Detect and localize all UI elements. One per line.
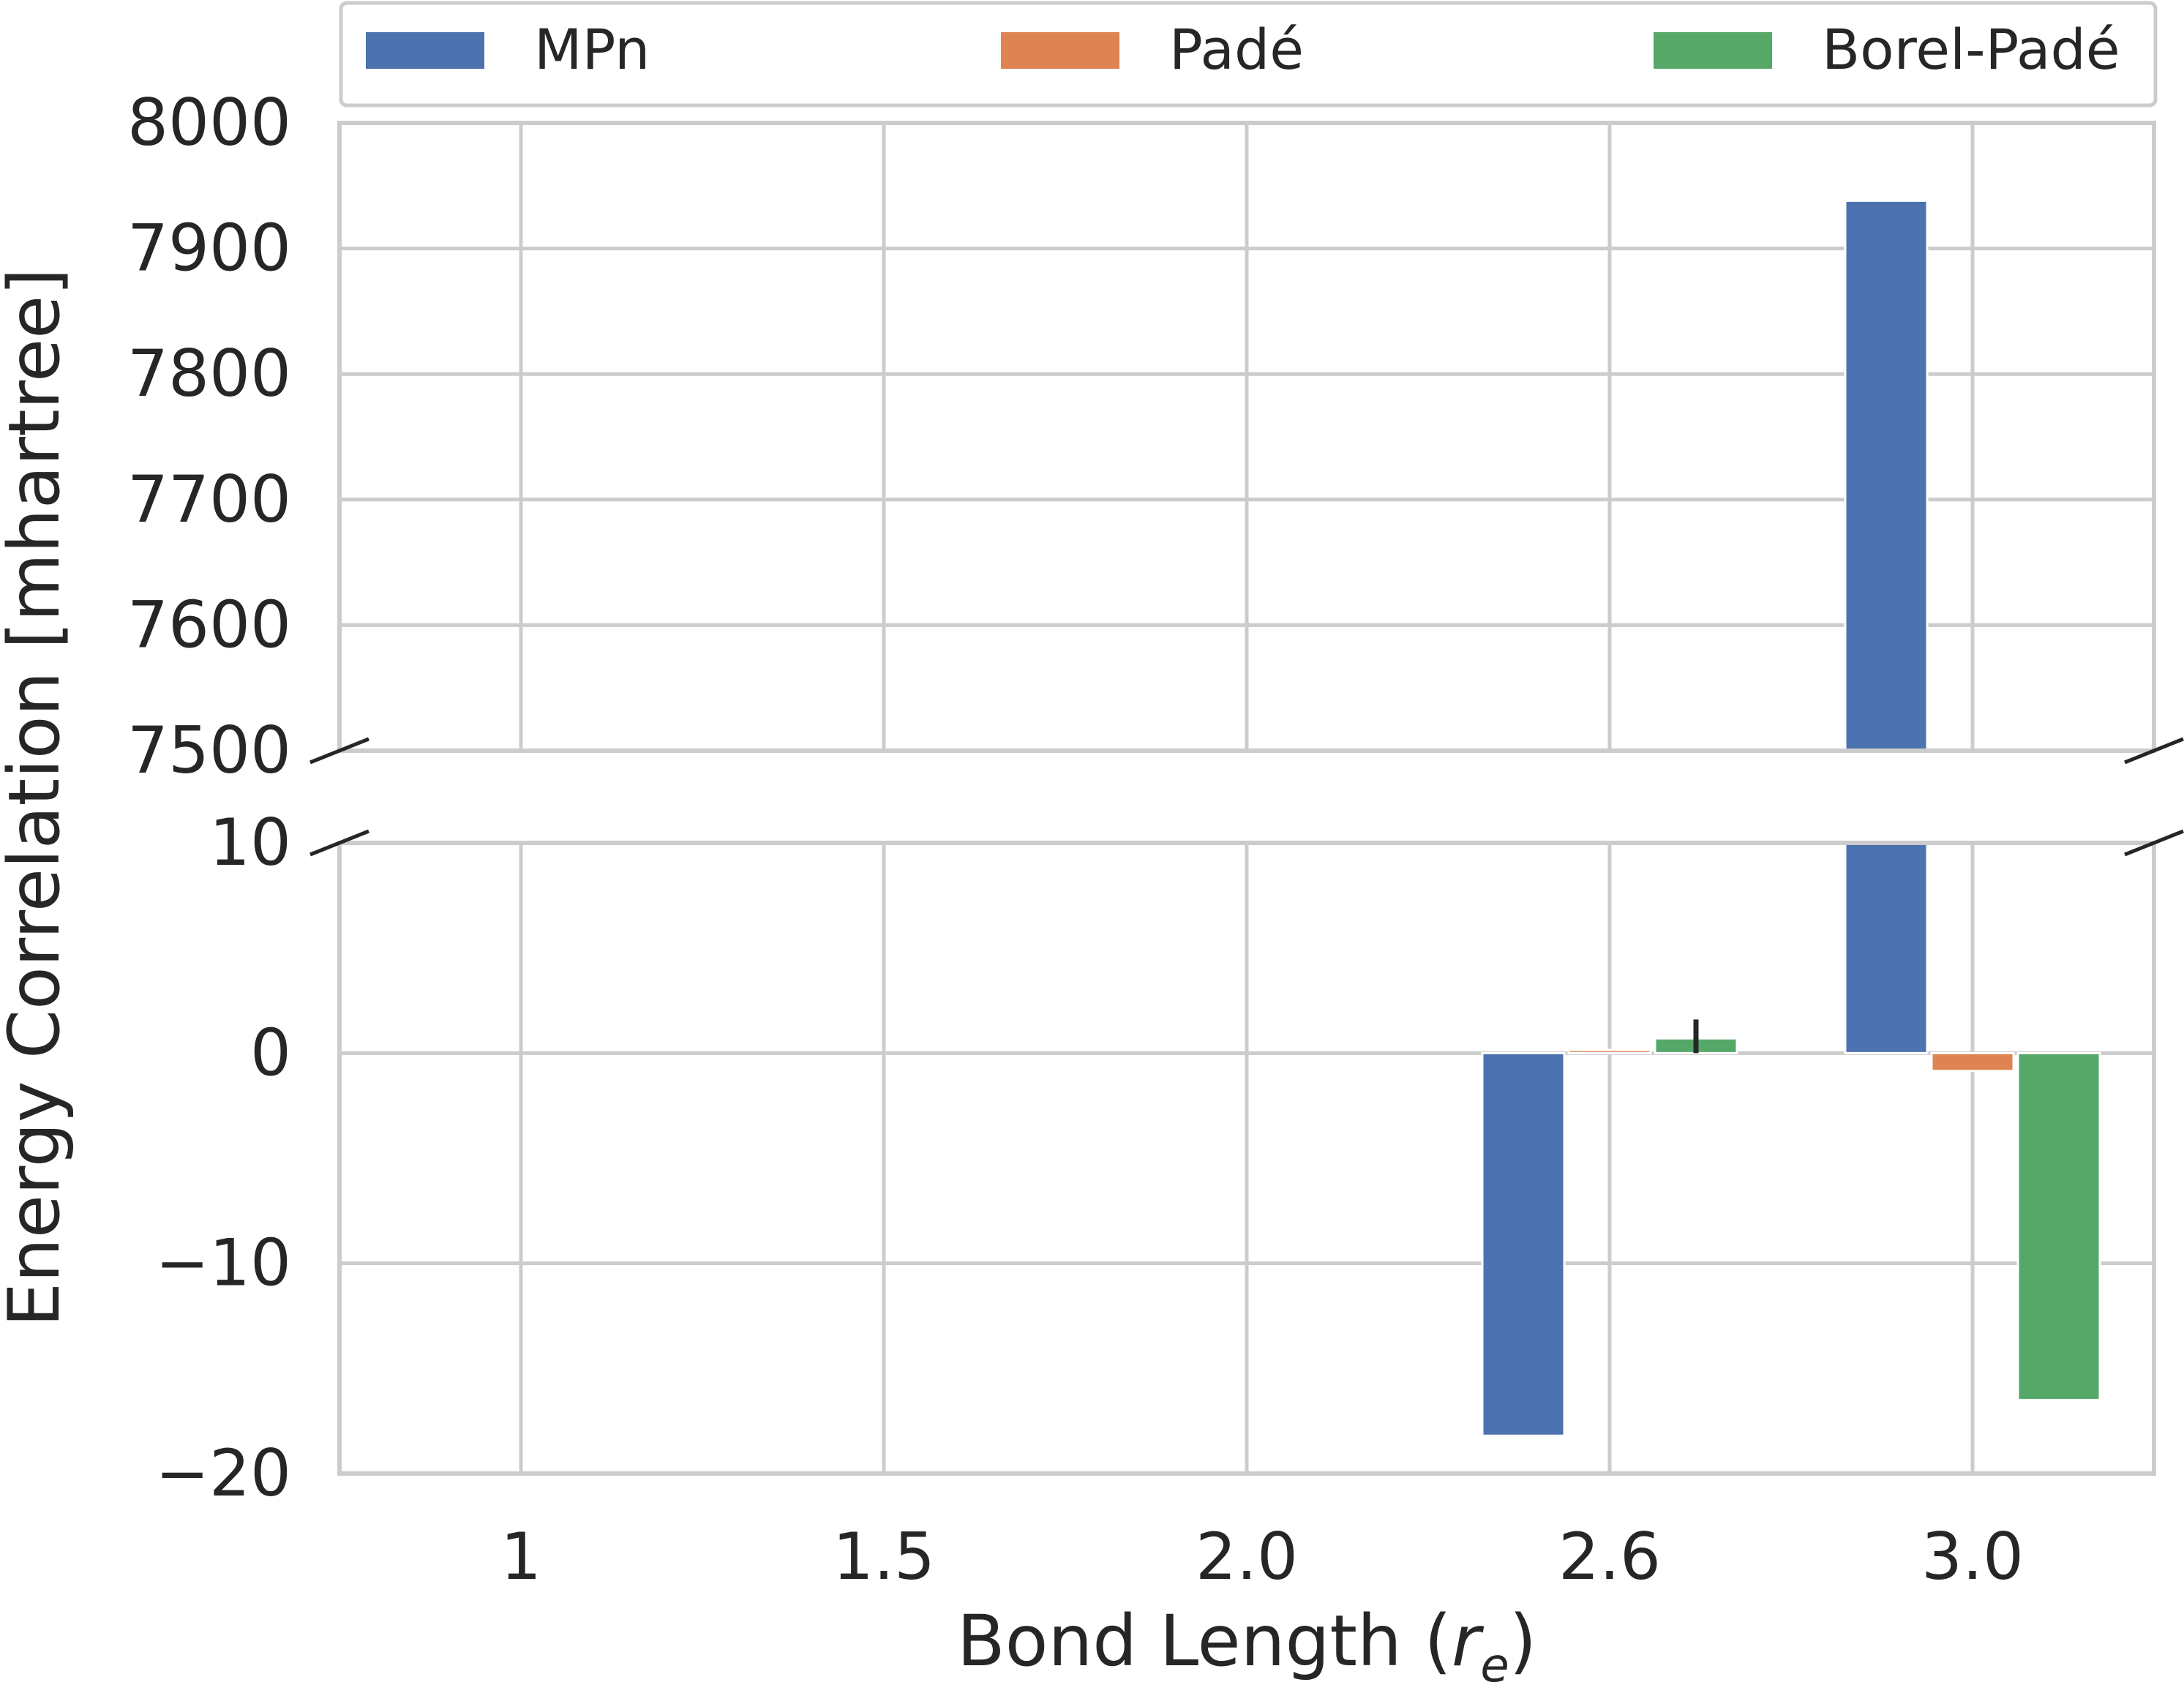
- legend-label-mpn: MPn: [534, 17, 650, 82]
- x-tick-2-0: 2.0: [1196, 1519, 1298, 1594]
- break-mark-upper-right: [2124, 737, 2184, 765]
- lower-y-tick-2: 0: [250, 1015, 291, 1090]
- x-axis-label: Bond Length (re): [957, 1600, 1536, 1685]
- upper-y-tick-7600: 7600: [127, 587, 291, 662]
- lower-panel: −20 −10 0 10: [155, 805, 2156, 1511]
- upper-y-tick-7700: 7700: [127, 462, 291, 537]
- break-mark-upper-left: [309, 737, 369, 765]
- upper-panel-frame: [337, 121, 2156, 753]
- legend: MPn Padé Borel-Padé: [339, 1, 2158, 108]
- legend-label-borel-pade: Borel-Padé: [1822, 17, 2120, 82]
- bar-mpn-3-0-upper: [1844, 199, 1929, 752]
- lower-y-tick-3: 10: [209, 805, 291, 880]
- legend-frame: [339, 1, 2158, 108]
- break-mark-lower-right: [2124, 829, 2184, 857]
- x-tick-1-5: 1.5: [833, 1519, 935, 1594]
- bar-mpn-3-0: [1844, 841, 1929, 1054]
- upper-y-tick-8000: 8000: [127, 85, 291, 160]
- x-tick-3-0: 3.0: [1921, 1519, 2024, 1594]
- lower-y-tick-1: −10: [155, 1226, 291, 1301]
- legend-swatch-mpn: [366, 32, 484, 69]
- legend-swatch-pade: [1001, 32, 1119, 69]
- lower-panel-frame: [337, 841, 2156, 1476]
- axis-break-marks: [309, 737, 2184, 857]
- legend-label-pade: Padé: [1169, 17, 1304, 82]
- lower-y-tick-labels: −20 −10 0 10: [155, 805, 291, 1511]
- bar-mpn-2-6: [1481, 1051, 1566, 1437]
- upper-y-tick-7800: 7800: [127, 336, 291, 411]
- bar-borel-pad-3-0: [2016, 1051, 2101, 1401]
- lower-bars: [1481, 841, 2101, 1437]
- upper-y-tick-labels: 7500 7600 7700 7800 7900 8000: [127, 85, 291, 788]
- bar-pad-3-0: [1930, 1051, 2015, 1073]
- x-tick-labels: 1 1.5 2.0 2.6 3.0: [500, 1519, 2024, 1594]
- upper-bars: [1844, 199, 1929, 752]
- y-axis-label: Energy Correlation [mhartree]: [0, 268, 75, 1326]
- upper-panel: 7500 7600 7700 7800 7900 8000: [127, 85, 2156, 788]
- x-tick-1: 1: [500, 1519, 541, 1594]
- upper-y-tick-7500: 7500: [127, 713, 291, 788]
- legend-swatch-borel-pade: [1654, 32, 1772, 69]
- lower-y-tick-0: −20: [155, 1436, 291, 1511]
- break-mark-lower-left: [309, 829, 369, 857]
- upper-y-tick-7900: 7900: [127, 211, 291, 286]
- x-tick-2-6: 2.6: [1558, 1519, 1661, 1594]
- bar-pad-2-6: [1567, 1048, 1652, 1054]
